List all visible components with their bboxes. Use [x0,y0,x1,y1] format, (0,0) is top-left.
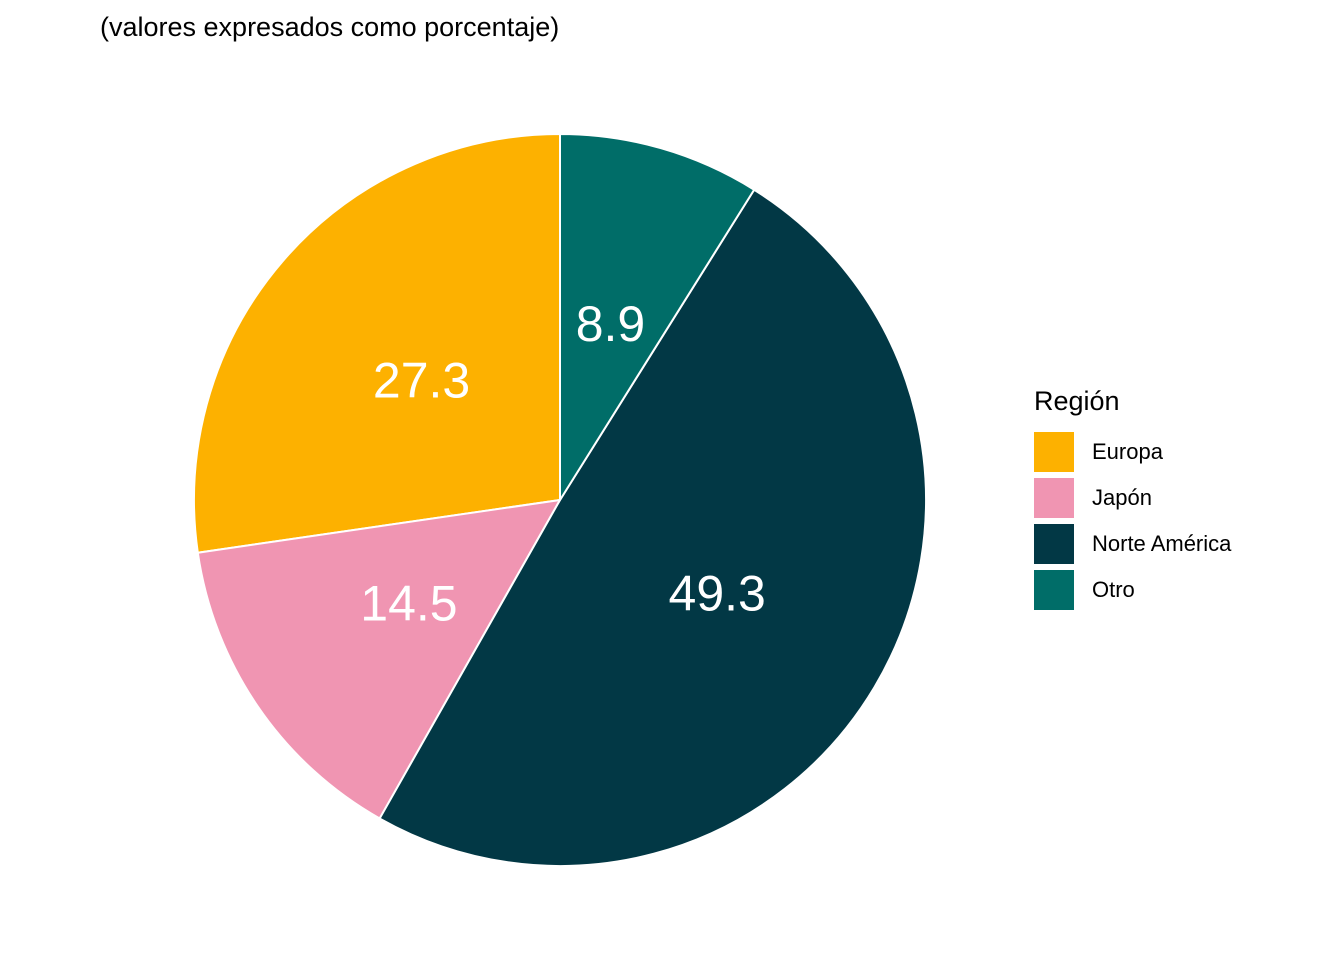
legend-swatch [1034,524,1074,564]
slice-label-norte-america: 49.3 [669,566,766,622]
legend-item-europa: Europa [1034,429,1231,475]
pie-slices [193,132,927,867]
legend-swatch [1034,478,1074,518]
legend-items: Europa Japón Norte América Otro [1034,429,1231,613]
pie-slice-norte-america [378,188,927,867]
legend-label: Otro [1092,577,1135,602]
legend: Región Europa Japón Norte América Otro [1034,386,1231,613]
legend-item-norte-america: Norte América [1034,521,1231,567]
pie-slice-otro [559,132,756,504]
legend-label: Japón [1092,485,1152,510]
legend-swatch [1034,570,1074,610]
legend-label: Norte América [1092,531,1232,556]
legend-item-japon: Japón [1034,475,1231,521]
legend-swatch [1034,432,1074,472]
chart-subtitle: (valores expresados como porcentaje) [100,12,560,42]
slice-label-europa: 27.3 [373,352,470,408]
legend-item-otro: Otro [1034,567,1231,613]
slice-label-japon: 14.5 [360,575,457,631]
pie-slice-europa [193,132,561,554]
pie-labels: 27.3 14.5 49.3 8.9 [360,296,766,631]
pie-slice-japon [196,498,562,820]
legend-title: Región [1034,386,1120,416]
legend-label: Europa [1092,439,1163,464]
slice-label-otro: 8.9 [576,296,646,352]
